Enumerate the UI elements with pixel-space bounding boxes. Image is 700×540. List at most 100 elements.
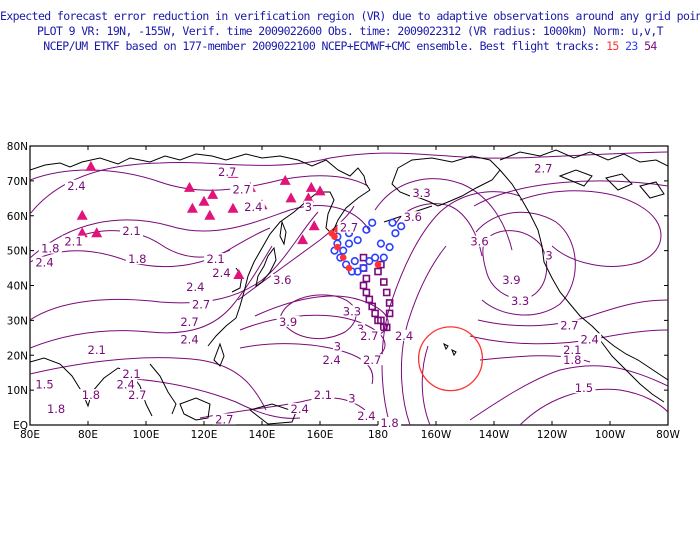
contour-label-bg: [204, 253, 228, 265]
contour-label-bg: [508, 294, 532, 306]
contour-label-bg: [357, 329, 381, 341]
track-point-blue: [353, 267, 362, 276]
coastline-hawaii: [443, 342, 457, 357]
contour-label: 2.1: [64, 235, 82, 249]
y-tick-label: 10N: [7, 385, 28, 397]
header-line-3-text: NCEP/UM ETKF based on 177-member 2009022…: [43, 39, 607, 53]
contour-label-bg: [209, 267, 233, 279]
contour-label-bg: [354, 410, 378, 422]
track-point-purple: [365, 295, 374, 304]
contour-line: [374, 178, 513, 251]
track-point-purple: [382, 323, 391, 332]
contour-label-bg: [557, 319, 581, 331]
track-point-purple: [379, 278, 388, 286]
coastline-kamchatka: [307, 189, 371, 235]
contour-label: 2.7: [363, 353, 381, 367]
contour-label-bg: [64, 179, 88, 191]
header-line-1: Expected forecast error reduction in ver…: [0, 9, 700, 23]
contour-label-bg: [85, 343, 109, 355]
triangle-marker: [233, 269, 245, 280]
contour-label: 2.4: [35, 256, 53, 270]
coastlines: [30, 149, 668, 425]
track-point-red: [339, 254, 347, 261]
contour-line: [519, 388, 668, 425]
track-point-blue: [388, 218, 397, 227]
triangle-marker: [207, 188, 219, 199]
x-tick-label: 140W: [479, 429, 510, 441]
triangle-marker: [227, 202, 239, 213]
contour-label-bg: [178, 333, 201, 345]
contour-label-bg: [401, 211, 425, 223]
map-axes: 80E 80E 100E 120E 140E 160E 180 160W 140W 120W 100…: [7, 141, 681, 441]
contour-label-bg: [303, 200, 313, 212]
track-point-blue: [397, 222, 406, 231]
contour-label-bg: [360, 354, 384, 366]
track-point-blue: [385, 243, 394, 252]
track-point-purple: [385, 309, 394, 318]
contour-line: [30, 245, 273, 349]
contour-label: 2.1: [122, 367, 140, 381]
track-count-blue: 23: [625, 39, 638, 53]
header-line-2: PLOT 9 VR: 19N, -155W, Verif. time 20090…: [36, 24, 664, 38]
track-point-blue: [379, 253, 388, 262]
contour-label-bg: [337, 221, 361, 233]
contour-label: 1.8: [41, 242, 59, 256]
contour-label-bg: [215, 165, 239, 177]
contour-label: 2.1: [563, 343, 581, 357]
contour-label: 2.4: [357, 409, 375, 423]
contour-label: 1.5: [575, 381, 593, 395]
contour-label: 2.1: [122, 224, 140, 238]
triangle-marker: [305, 181, 317, 192]
contour-line: [477, 299, 668, 327]
y-tick-label: 50N: [7, 246, 28, 258]
coastline-canada-north: [499, 149, 668, 167]
track-point-blue: [339, 246, 348, 255]
contour-label-bg: [33, 378, 56, 390]
y-tick-label: 60N: [7, 211, 28, 223]
track-point-blue: [371, 253, 380, 262]
x-tick-label: 140E: [249, 429, 276, 441]
contour-label: 2.7: [340, 221, 358, 235]
triangle-marker: [184, 181, 195, 192]
contour-label: 1.8: [47, 402, 65, 416]
triangle-marker: [85, 160, 97, 171]
contour-label: 2.1: [314, 388, 332, 402]
track-point-purple: [368, 302, 377, 311]
contour-label: 2.7: [218, 165, 236, 179]
contour-label-bg: [33, 256, 56, 268]
contour-label: 2.7: [360, 329, 378, 343]
contour-label: 2.7: [560, 318, 578, 332]
track-point-blue: [344, 239, 354, 248]
contour-label: 2.7: [534, 161, 552, 175]
contour-label: 3: [305, 200, 312, 214]
track-count-red: 15: [606, 39, 619, 53]
contour-label-bg: [468, 235, 491, 247]
contour-label-bg: [378, 417, 402, 428]
contour-label: 2.1: [206, 252, 224, 266]
contour-label-bg: [499, 274, 523, 286]
contour-label: 1.8: [128, 252, 146, 266]
track-point-blue: [353, 236, 362, 245]
triangle-marker: [308, 220, 320, 231]
contour-label-bg: [340, 305, 364, 317]
contour-label: 1.8: [380, 416, 398, 430]
contour-label-bg: [572, 382, 596, 394]
contour-line: [475, 211, 576, 316]
track-point-purple: [377, 316, 385, 325]
coastline-japan: [255, 246, 277, 288]
contour-label: 2.4: [67, 179, 85, 193]
coastline-new-guinea: [248, 403, 297, 425]
contour-label: 3.6: [470, 235, 488, 249]
track-point-purple: [374, 267, 382, 276]
track-point-purple: [359, 253, 368, 262]
triangle-marker: [91, 227, 103, 238]
contour-label: 1.8: [563, 353, 581, 367]
track-point-blue: [376, 239, 386, 248]
contour-label-bg: [120, 225, 143, 237]
contour-label: 2.4: [581, 332, 599, 346]
coastline-north-america-west: [499, 169, 668, 381]
contour-line: [519, 190, 662, 267]
coastline-borneo: [179, 397, 211, 421]
contour-label-bg: [311, 389, 335, 401]
track-point-purple: [362, 274, 371, 283]
